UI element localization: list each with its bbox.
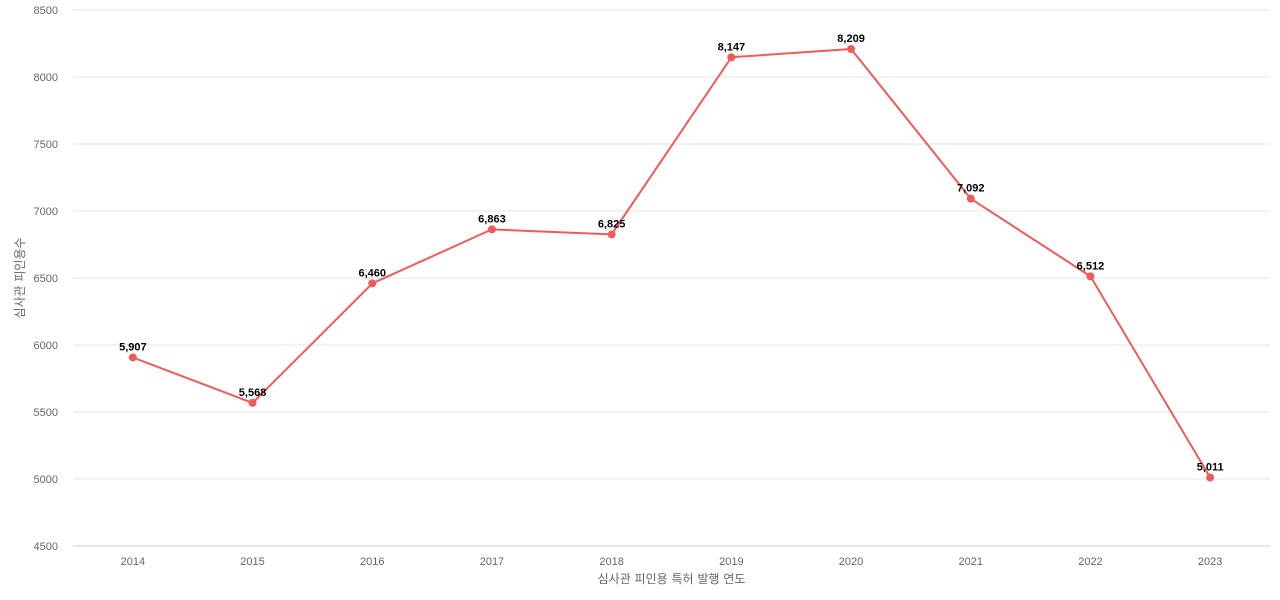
y-tick-label: 6000 [34, 340, 58, 352]
data-labels: 5,907 5,568 6,460 6,863 6,825 8,147 8,209 7,092… [119, 33, 1224, 474]
data-point[interactable] [727, 53, 736, 62]
x-tick-label: 2015 [240, 556, 264, 568]
data-label: 5,011 [1197, 462, 1224, 474]
x-tick-label: 2016 [360, 556, 384, 568]
data-point[interactable] [607, 230, 616, 239]
data-point[interactable] [1086, 272, 1095, 281]
y-tick-label: 7000 [34, 206, 58, 218]
y-tick-label: 8500 [34, 5, 58, 17]
data-point[interactable] [128, 353, 137, 362]
data-label: 8,209 [837, 33, 865, 45]
data-point[interactable] [248, 398, 257, 407]
x-tick-label: 2021 [959, 556, 983, 568]
data-point[interactable] [847, 44, 856, 53]
x-tick-label: 2014 [121, 556, 145, 568]
data-label: 6,825 [598, 218, 626, 230]
data-label: 8,147 [718, 41, 746, 53]
gridlines [73, 9, 1270, 480]
data-point[interactable] [368, 279, 377, 288]
x-tick-label: 2020 [839, 556, 863, 568]
data-label: 5,907 [119, 341, 147, 353]
x-tick-label: 2017 [480, 556, 504, 568]
data-label: 7,092 [957, 183, 985, 195]
x-tick-label: 2022 [1078, 556, 1102, 568]
y-axis-title: 심사관 피인용수 [13, 237, 27, 318]
data-label: 5,568 [239, 387, 267, 399]
x-tick-label: 2019 [719, 556, 743, 568]
data-label: 6,460 [358, 267, 386, 279]
x-tick-label: 2023 [1198, 556, 1222, 568]
data-point[interactable] [487, 225, 496, 234]
x-axis-title: 심사관 피인용 특허 발행 연도 [598, 571, 746, 586]
series-line [132, 48, 1212, 479]
data-label: 6,512 [1077, 260, 1105, 272]
y-tick-label: 7500 [34, 139, 58, 151]
y-tick-label: 6500 [34, 273, 58, 285]
y-tick-label: 5000 [34, 474, 58, 486]
x-tick-label: 2018 [599, 556, 623, 568]
data-point[interactable] [966, 194, 975, 203]
data-label: 6,863 [478, 213, 506, 225]
y-tick-label: 8000 [34, 72, 58, 84]
series-layer [128, 44, 1215, 482]
y-tick-label: 5500 [34, 407, 58, 419]
axes: 4500 5000 5500 6000 6500 7000 7500 8000 8500 2014… [34, 5, 1270, 568]
data-point[interactable] [1206, 473, 1215, 482]
y-tick-label: 4500 [34, 541, 58, 553]
